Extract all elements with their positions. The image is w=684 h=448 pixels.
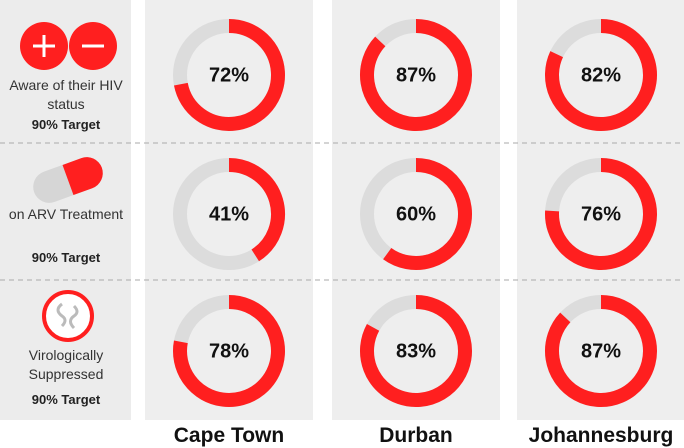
value-label: 60% bbox=[396, 203, 436, 225]
target-label: 90% Target bbox=[31, 392, 101, 407]
value-label: 87% bbox=[581, 340, 621, 362]
icon-virus bbox=[42, 290, 94, 342]
donut-arc bbox=[228, 158, 285, 262]
donut-arc bbox=[173, 19, 285, 131]
value-label: 72% bbox=[209, 64, 249, 86]
city-label: Durban bbox=[379, 424, 453, 447]
label-panel bbox=[0, 0, 131, 420]
value-label: 83% bbox=[396, 340, 436, 362]
value-label: 82% bbox=[581, 64, 621, 86]
indicator-label: on ARV Treatment bbox=[8, 206, 124, 222]
value-label: 87% bbox=[396, 64, 436, 86]
donut-arc bbox=[545, 19, 657, 131]
city-label: Johannesburg bbox=[528, 424, 674, 447]
target-label: 90% Target bbox=[31, 117, 101, 132]
indicator-label: Virologically Suppressed bbox=[28, 347, 104, 382]
value-label: 78% bbox=[209, 340, 249, 362]
value-label: 41% bbox=[209, 203, 249, 225]
value-label: 76% bbox=[581, 203, 621, 225]
city-label: Cape Town bbox=[173, 424, 285, 447]
donut-arc bbox=[545, 295, 657, 407]
target-label: 90% Target bbox=[31, 250, 101, 265]
donut-arc bbox=[360, 295, 472, 407]
donut-arc bbox=[545, 158, 657, 270]
icon-pill bbox=[33, 157, 103, 203]
indicator-label: Aware of their HIV status bbox=[9, 77, 123, 112]
donut-arc bbox=[360, 19, 472, 131]
icon-test bbox=[20, 22, 117, 70]
donut-arc bbox=[383, 158, 472, 270]
donut-arc bbox=[173, 295, 285, 407]
